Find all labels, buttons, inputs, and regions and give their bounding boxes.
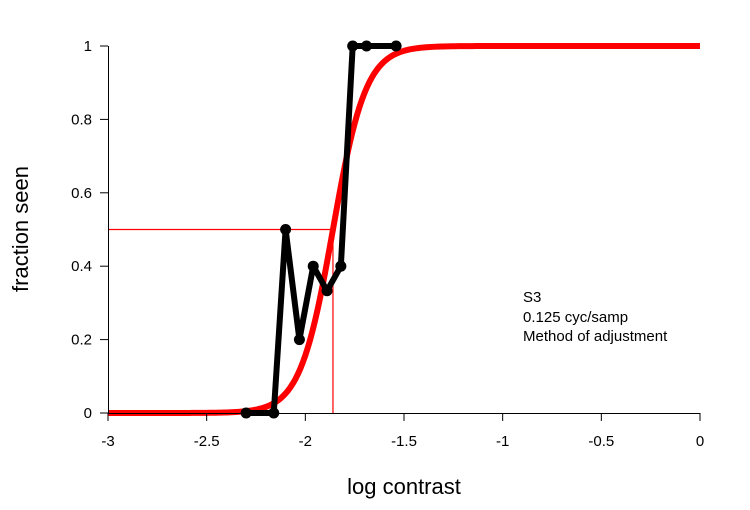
x-tick-label: -2.5 xyxy=(194,433,220,450)
x-tick-label: -1 xyxy=(496,433,509,450)
data-point xyxy=(347,40,359,52)
annotation-text: S3 0.125 cyc/samp Method of adjustment xyxy=(523,289,668,345)
x-tick-label: -0.5 xyxy=(588,433,614,450)
data-point xyxy=(321,285,333,297)
y-tick-label: 0.8 xyxy=(71,111,92,128)
data-points xyxy=(240,40,402,419)
data-point xyxy=(335,260,347,272)
threshold-lines xyxy=(108,228,334,413)
y-axis-title: fraction seen xyxy=(8,166,33,292)
x-tick-label: -3 xyxy=(101,433,114,450)
y-tick-label: 0.2 xyxy=(71,332,92,349)
data-point xyxy=(280,224,292,235)
data-point xyxy=(390,40,402,52)
x-tick-label: 0 xyxy=(696,433,704,450)
y-tick-label: 0 xyxy=(84,405,92,422)
x-tick-label: -2 xyxy=(299,433,312,450)
data-point xyxy=(361,40,373,52)
data-point xyxy=(307,260,319,272)
x-axis-title: log contrast xyxy=(347,474,461,499)
annotation-line-1: S3 xyxy=(523,289,541,306)
annotation-line-3: Method of adjustment xyxy=(523,328,668,345)
y-tick-label: 0.4 xyxy=(71,258,92,275)
y-tick-label: 0.6 xyxy=(71,185,92,202)
axes: -3 -2.5 -2 -1.5 -1 -0.5 0 0 0.2 0.4 0.6 0.8 1 xyxy=(71,38,704,450)
annotation-line-2: 0.125 cyc/samp xyxy=(523,309,628,326)
fit-curve xyxy=(107,43,701,416)
y-tick-label: 1 xyxy=(84,38,92,55)
data-point xyxy=(293,334,305,346)
x-tick-label: -1.5 xyxy=(391,433,417,450)
data-line xyxy=(246,43,397,416)
